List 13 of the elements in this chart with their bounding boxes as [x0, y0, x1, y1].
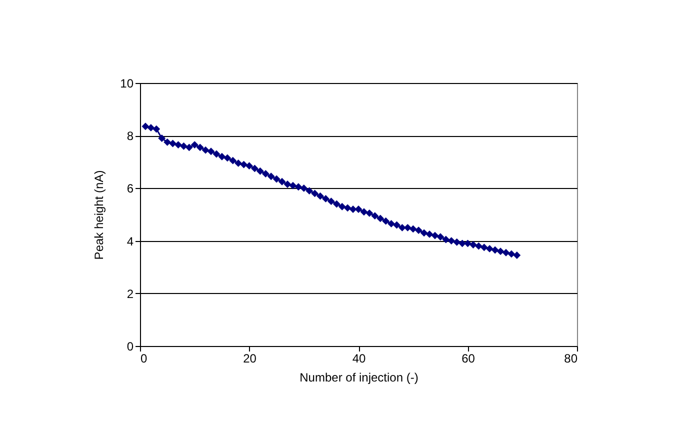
x-tick-label: 60	[462, 352, 476, 366]
y-tick-label: 8	[126, 129, 134, 144]
x-tick-label: 0	[140, 352, 148, 366]
x-axis-title: Number of injection (-)	[300, 370, 418, 384]
y-axis-title: Peak height (nA)	[92, 170, 106, 260]
x-tick-label: 20	[243, 352, 257, 366]
y-tick-label: 4	[126, 234, 134, 248]
x-tick-label: 40	[352, 352, 366, 366]
y-tick-label: 2	[126, 286, 134, 301]
y-tick-label: 10	[120, 76, 134, 90]
y-tick-label: 6	[126, 182, 134, 196]
x-tick-label: 80	[564, 352, 578, 366]
y-tick-label: 0	[126, 340, 134, 354]
